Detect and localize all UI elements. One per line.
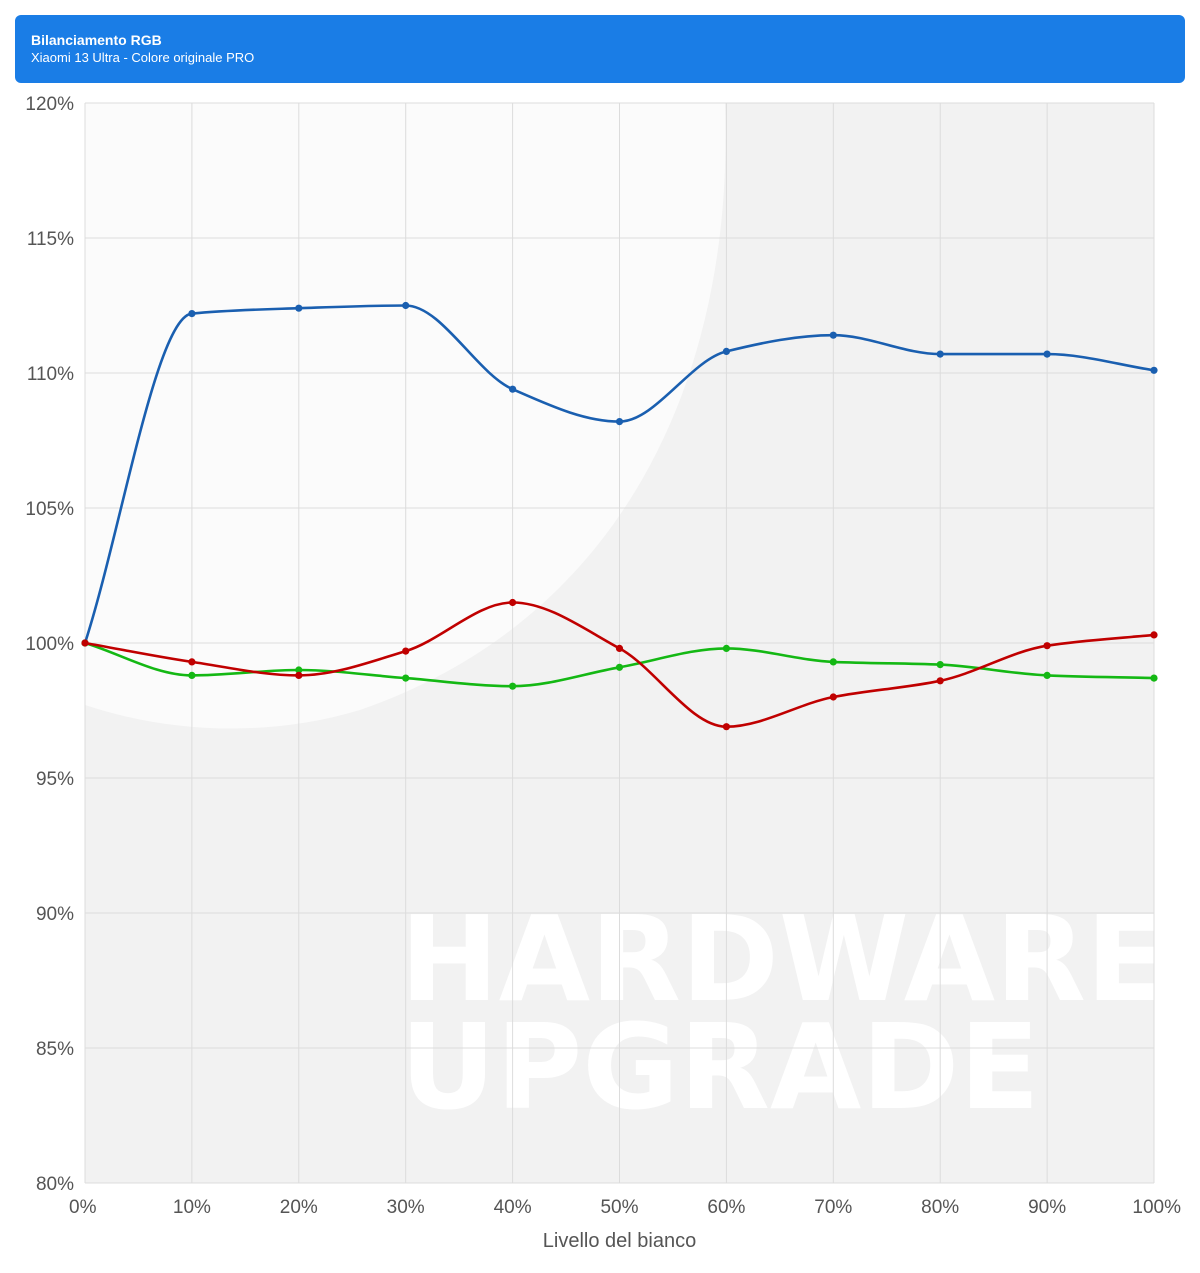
x-tick-label: 80%	[921, 1197, 959, 1218]
data-point	[402, 301, 410, 310]
x-tick-label: 30%	[387, 1197, 425, 1218]
x-tick-label: 40%	[494, 1197, 532, 1218]
x-axis-ticks: 0% 10% 20% 30% 40% 50% 60% 70% 80% 90% 100%	[69, 1197, 1181, 1218]
data-point	[615, 418, 624, 426]
data-point	[1150, 366, 1158, 374]
y-axis-ticks: 80% 85% 90% 95% 100% 105% 110% 115% 120%	[25, 94, 74, 1195]
x-tick-label: 50%	[600, 1197, 638, 1218]
x-tick-label: 20%	[280, 1197, 318, 1218]
grid-lines	[84, 102, 1155, 1184]
data-point	[508, 598, 517, 607]
y-tick-label: 105%	[25, 499, 74, 520]
series-line-0	[83, 304, 1156, 645]
chart-subtitle: Xiaomi 13 Ultra - Colore originale PRO	[31, 50, 255, 65]
series-layer	[81, 301, 1158, 731]
x-tick-label: 10%	[173, 1197, 211, 1218]
data-point	[936, 661, 944, 669]
data-point	[188, 310, 196, 318]
data-point	[615, 644, 624, 653]
data-point	[1150, 674, 1158, 682]
data-point	[295, 666, 303, 674]
data-point	[829, 658, 837, 666]
data-point	[936, 350, 944, 358]
data-point	[829, 331, 837, 339]
data-point	[508, 682, 517, 690]
data-point	[188, 671, 196, 680]
y-tick-label: 95%	[36, 769, 74, 790]
watermark-line2: UPGRADE	[400, 998, 1040, 1136]
y-tick-label: 80%	[36, 1174, 74, 1195]
data-point	[936, 677, 944, 685]
x-tick-label: 100%	[1132, 1197, 1181, 1218]
data-point	[188, 658, 196, 666]
y-tick-label: 115%	[27, 229, 74, 250]
data-point	[402, 647, 410, 655]
y-tick-label: 120%	[25, 94, 74, 115]
y-tick-label: 90%	[36, 904, 74, 925]
data-point	[829, 693, 837, 701]
chart-title: Bilanciamento RGB	[31, 32, 162, 48]
chart-header: Bilanciamento RGB Xiaomi 13 Ultra - Colo…	[15, 15, 1185, 83]
y-tick-label: 100%	[25, 634, 74, 655]
data-point	[1150, 631, 1158, 639]
data-point	[402, 674, 410, 682]
data-point	[722, 347, 731, 355]
data-point	[508, 385, 517, 393]
data-point	[295, 671, 303, 680]
x-tick-label: 70%	[814, 1197, 852, 1218]
data-point	[295, 304, 303, 312]
y-tick-label: 85%	[36, 1039, 74, 1060]
y-tick-label: 110%	[27, 364, 74, 385]
x-tick-label: 60%	[707, 1197, 745, 1218]
x-tick-label: 90%	[1028, 1197, 1066, 1218]
x-axis-label: Livello del bianco	[543, 1230, 696, 1252]
data-point	[1043, 350, 1051, 358]
data-point	[1043, 671, 1051, 680]
data-point	[615, 663, 624, 671]
data-point	[722, 723, 731, 731]
data-point	[81, 639, 89, 647]
data-point	[1043, 642, 1051, 650]
data-point	[722, 644, 731, 653]
x-tick-label: 0%	[69, 1197, 97, 1218]
